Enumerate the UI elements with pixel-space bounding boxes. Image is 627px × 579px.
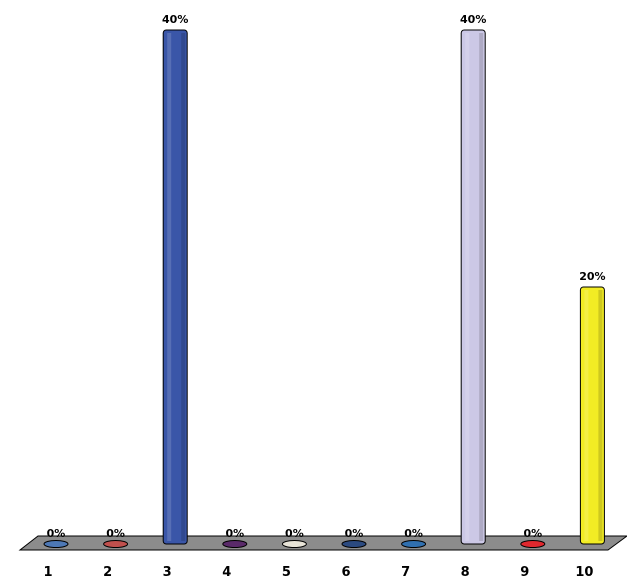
value-label-6: 0%	[345, 527, 364, 540]
value-label-1: 0%	[47, 527, 66, 540]
bar-2	[103, 540, 129, 548]
bar-highlight-3	[167, 33, 172, 541]
value-label-5: 0%	[285, 527, 304, 540]
bar-1	[43, 540, 69, 548]
category-label-6: 6	[341, 565, 350, 579]
category-label-10: 10	[575, 565, 593, 579]
category-label-7: 7	[401, 565, 410, 579]
category-label-8: 8	[461, 565, 470, 579]
category-label-4: 4	[222, 565, 231, 579]
value-label-8: 40%	[460, 13, 486, 26]
value-labels-group: 0% 0% 40% 0% 0% 0% 0% 40% 0% 20%	[47, 13, 606, 540]
bar-highlight-8	[465, 33, 470, 541]
value-label-7: 0%	[404, 527, 423, 540]
category-label-2: 2	[103, 565, 112, 579]
value-label-3: 40%	[162, 13, 188, 26]
category-label-1: 1	[43, 565, 52, 579]
bar-7	[401, 540, 427, 548]
category-labels-group: 1 2 3 4 5 6 7 8 9 10	[43, 565, 593, 579]
category-label-5: 5	[282, 565, 291, 579]
value-label-2: 0%	[106, 527, 125, 540]
category-label-3: 3	[163, 565, 172, 579]
bar-9	[520, 540, 546, 548]
value-label-4: 0%	[225, 527, 244, 540]
bar-6	[341, 540, 367, 548]
category-label-9: 9	[520, 565, 529, 579]
bar-4	[222, 540, 248, 548]
bar-shade-10	[598, 290, 603, 541]
bar-shade-8	[479, 33, 484, 541]
bar-highlight-10	[584, 290, 589, 541]
bar-5	[281, 540, 307, 548]
value-label-9: 0%	[523, 527, 542, 540]
bar-shade-3	[181, 33, 186, 541]
value-label-10: 20%	[579, 270, 605, 283]
bars-group	[43, 29, 605, 548]
